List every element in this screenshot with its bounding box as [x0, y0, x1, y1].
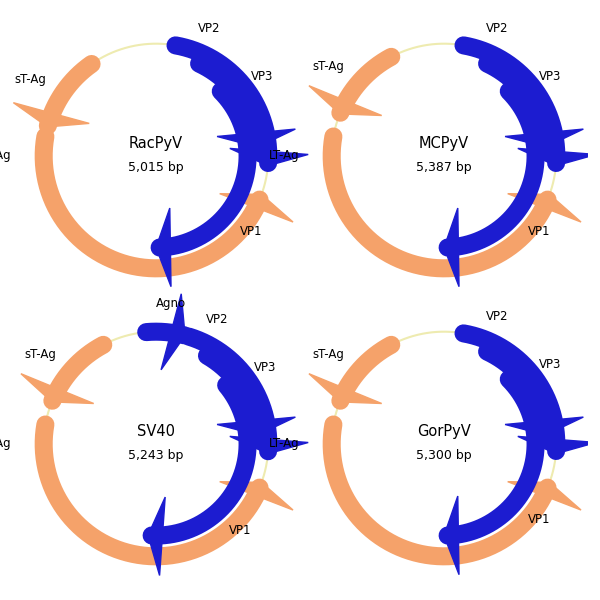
- Polygon shape: [220, 482, 293, 510]
- Polygon shape: [230, 148, 308, 166]
- Text: VP3: VP3: [539, 70, 561, 83]
- Polygon shape: [217, 417, 295, 435]
- Text: 5,300 bp: 5,300 bp: [416, 449, 472, 462]
- Text: VP2: VP2: [197, 22, 220, 35]
- Text: VP3: VP3: [251, 70, 273, 83]
- Text: GorPyV: GorPyV: [417, 424, 471, 439]
- Polygon shape: [148, 497, 165, 575]
- Text: LT-Ag: LT-Ag: [0, 149, 12, 163]
- Text: VP1: VP1: [241, 226, 263, 238]
- Polygon shape: [505, 417, 583, 435]
- Text: 5,387 bp: 5,387 bp: [416, 161, 472, 174]
- Text: sT-Ag: sT-Ag: [313, 347, 344, 361]
- Text: VP2: VP2: [485, 22, 508, 35]
- Polygon shape: [161, 294, 185, 370]
- Text: VP1: VP1: [529, 514, 551, 526]
- Polygon shape: [220, 194, 293, 222]
- Text: sT-Ag: sT-Ag: [14, 73, 46, 86]
- Text: MCPyV: MCPyV: [419, 136, 469, 151]
- Polygon shape: [309, 374, 382, 403]
- Polygon shape: [508, 482, 581, 510]
- Text: sT-Ag: sT-Ag: [25, 347, 56, 361]
- Polygon shape: [505, 129, 583, 147]
- Polygon shape: [217, 129, 295, 147]
- Polygon shape: [21, 374, 94, 403]
- Polygon shape: [156, 208, 171, 287]
- Text: VP3: VP3: [254, 361, 276, 374]
- Text: LT-Ag: LT-Ag: [269, 437, 300, 451]
- Text: VP1: VP1: [529, 226, 551, 238]
- Text: LT-Ag: LT-Ag: [269, 149, 300, 163]
- Text: RacPyV: RacPyV: [129, 136, 183, 151]
- Polygon shape: [444, 496, 459, 575]
- Polygon shape: [309, 86, 382, 115]
- Text: Agno: Agno: [156, 297, 186, 310]
- Text: VP2: VP2: [206, 313, 229, 326]
- Text: LT-Ag: LT-Ag: [0, 437, 12, 451]
- Text: VP1: VP1: [229, 524, 251, 538]
- Polygon shape: [518, 148, 596, 166]
- Text: SV40: SV40: [137, 424, 175, 439]
- Text: 5,015 bp: 5,015 bp: [128, 161, 184, 174]
- Polygon shape: [518, 436, 596, 454]
- Text: 5,243 bp: 5,243 bp: [128, 449, 184, 462]
- Text: VP2: VP2: [485, 310, 508, 323]
- Text: sT-Ag: sT-Ag: [313, 59, 344, 73]
- Polygon shape: [13, 103, 89, 127]
- Polygon shape: [230, 436, 308, 454]
- Text: VP3: VP3: [539, 358, 561, 371]
- Polygon shape: [508, 194, 581, 222]
- Polygon shape: [444, 208, 459, 287]
